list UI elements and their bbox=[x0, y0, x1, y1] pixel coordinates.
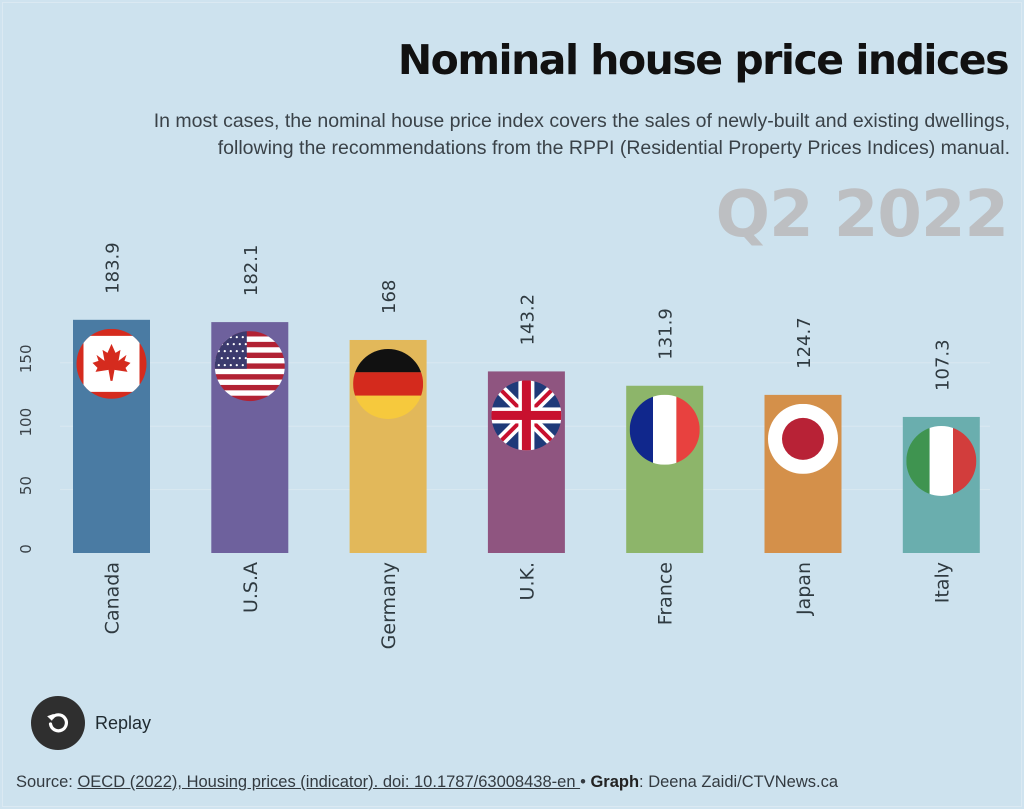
replay-button[interactable]: Replay bbox=[31, 696, 151, 750]
france-flag-icon bbox=[629, 394, 700, 465]
replay-icon[interactable] bbox=[31, 696, 85, 750]
value-label: 124.7 bbox=[794, 317, 815, 369]
category-label: Japan bbox=[793, 562, 815, 616]
y-tick-label: 150 bbox=[17, 344, 35, 373]
graph-credit: : Deena Zaidi/CTVNews.ca bbox=[639, 773, 839, 791]
period-label: Q2 2022 bbox=[715, 178, 1009, 252]
category-label: Germany bbox=[378, 562, 400, 649]
usa-flag-icon bbox=[214, 331, 285, 402]
category-label: U.K. bbox=[516, 562, 538, 600]
category-label: Italy bbox=[931, 562, 953, 603]
source-note: Source: OECD (2022), Housing prices (ind… bbox=[16, 773, 838, 792]
source-prefix: Source: bbox=[16, 773, 78, 791]
value-label: 143.2 bbox=[517, 294, 538, 346]
value-label: 183.9 bbox=[103, 242, 124, 294]
category-label: France bbox=[655, 562, 677, 625]
chart-title: Nominal house price indices bbox=[397, 36, 1010, 84]
subtitle-line-2: following the recommendations from the R… bbox=[217, 137, 1010, 159]
bars bbox=[73, 319, 980, 553]
germany-flag-icon bbox=[353, 348, 424, 419]
y-tick-label: 100 bbox=[17, 408, 35, 437]
italy-flag-icon bbox=[906, 425, 977, 496]
source-link[interactable]: OECD (2022), Housing prices (indicator).… bbox=[77, 773, 581, 791]
graph-label: Graph bbox=[590, 773, 640, 791]
x-axis: Canada U.S.A Germany U.K. France Japan Italy bbox=[102, 562, 954, 649]
category-label: U.S.A bbox=[240, 562, 262, 613]
y-axis: 0 50 100 150 bbox=[17, 344, 35, 553]
category-label: Canada bbox=[102, 562, 124, 634]
value-label: 182.1 bbox=[241, 245, 262, 297]
uk-flag-icon bbox=[491, 380, 562, 451]
subtitle-line-1: In most cases, the nominal house price i… bbox=[153, 110, 1010, 132]
value-label: 131.9 bbox=[656, 308, 677, 360]
japan-flag-icon bbox=[768, 403, 838, 474]
separator: • bbox=[580, 773, 591, 791]
replay-label[interactable]: Replay bbox=[95, 712, 152, 733]
canada-flag-icon bbox=[76, 328, 147, 399]
value-label: 107.3 bbox=[932, 339, 953, 391]
y-tick-label: 0 bbox=[17, 544, 35, 554]
value-label: 168 bbox=[379, 280, 400, 314]
value-labels: 183.9 182.1 168 143.2 131.9 124.7 107.3 bbox=[103, 242, 954, 391]
y-tick-label: 50 bbox=[17, 476, 35, 495]
chart-subtitle: In most cases, the nominal house price i… bbox=[10, 108, 1010, 162]
